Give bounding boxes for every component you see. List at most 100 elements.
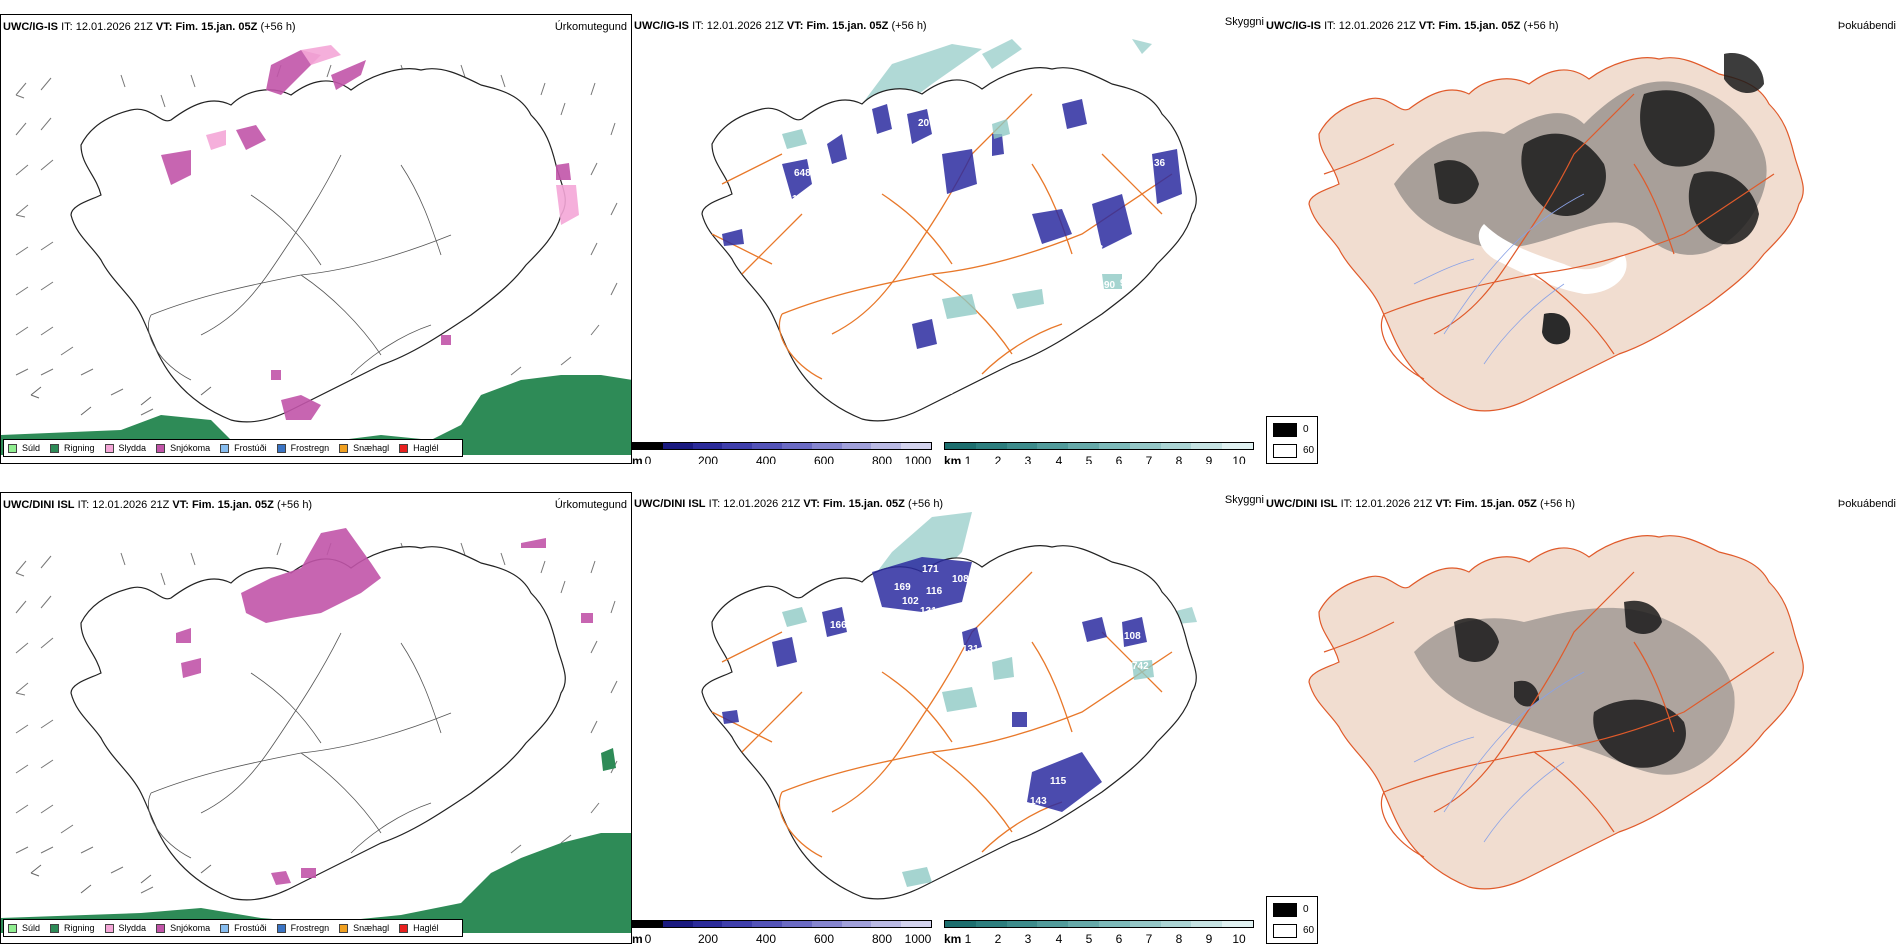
legend-item: Frostúði (220, 443, 267, 453)
legend-swatch (339, 923, 349, 933)
cloud-value-label: 131 (920, 606, 937, 617)
fog-panel-bottom: UWC/DINI ISL IT: 12.01.2026 21Z VT: Fim.… (1264, 492, 1900, 944)
cloud-value-label: 171 (922, 564, 939, 575)
colorbar-tick: 8 (1175, 932, 1183, 944)
colorbar-unit: km (944, 932, 962, 944)
cloud-value-labels: 169 171 116 102 131 108 166 188 115 143 … (707, 564, 1149, 807)
model-name: UWC/DINI ISL (634, 498, 706, 510)
colorbar-cell (811, 443, 842, 449)
colorbar-cell (722, 443, 753, 449)
colorbar-tick: 9 (1205, 932, 1213, 944)
legend-item: Snjókoma (156, 923, 210, 933)
legend-item: Frostregn (276, 923, 330, 933)
colorbar-cell (1191, 443, 1223, 449)
panel-title: UWC/IG-IS IT: 12.01.2026 21Z VT: Fim. 15… (1266, 20, 1559, 32)
lead-time: (+56 h) (1523, 20, 1559, 32)
legend-swatch (104, 923, 114, 933)
colorbar-tick: 200 (697, 454, 719, 464)
colorbar-tick: 0 (644, 932, 652, 944)
colorbar-tick: 600 (813, 454, 835, 464)
panel-label: Þokuábendi (1837, 20, 1896, 32)
legend-swatch (104, 443, 114, 453)
panel-title: UWC/IG-IS IT: 12.01.2026 21Z VT: Fim. 15… (634, 20, 927, 32)
cloud-base-areas (722, 99, 1182, 349)
vt-label: VT: (172, 499, 189, 511)
legend-label: Snæhagl (353, 443, 390, 453)
legend-swatch (156, 443, 166, 453)
colorbar-cell (841, 921, 872, 927)
vt-value: Fim. 15.jan. 05Z (806, 20, 889, 32)
legend-label: Rigning (64, 443, 95, 453)
colorbar-cell (901, 921, 931, 927)
fog-legend-swatch (1273, 924, 1297, 938)
visibility-area (862, 512, 1197, 624)
roads (148, 154, 452, 381)
it-label: IT: (692, 20, 704, 32)
colorbar-cell (975, 443, 1007, 449)
cloud-value-label: 115 (1050, 776, 1067, 787)
lead-time: (+56 h) (276, 499, 313, 511)
legend-label: Frostregn (290, 443, 330, 453)
cloud-value-label: 30 (707, 261, 719, 272)
it-label: IT: (77, 499, 90, 511)
rivers (1413, 193, 1585, 365)
cloud-value-label: 116 (926, 586, 943, 597)
roads (148, 632, 452, 859)
cloud-value-label: 90 (1104, 280, 1116, 291)
colorbar-tick: 800 (871, 932, 893, 944)
it-label: IT: (61, 21, 73, 33)
legend-item: Snjókoma (156, 443, 210, 453)
colorbar-cell (1068, 921, 1099, 927)
colorbar-cell (975, 921, 1007, 927)
colorbar-tick: 1 (964, 454, 972, 464)
colorbar-tick: 10 (1232, 932, 1246, 944)
vt-label: VT: (1435, 498, 1452, 510)
cloud-value-label: 24 (897, 729, 909, 740)
cloud-value-label: 248 (878, 134, 895, 145)
legend-item: Slydda (104, 923, 146, 933)
colorbar-cell (1129, 443, 1161, 449)
vt-value: Fim. 15.jan. 05Z (1438, 20, 1521, 32)
colorbar-cell (1098, 443, 1130, 449)
model-name: UWC/DINI ISL (1266, 498, 1338, 510)
colorbar-tick: 10 (1232, 454, 1246, 464)
it-value: 12.01.2026 21Z (723, 498, 801, 510)
legend-swatch (156, 923, 166, 933)
panel-title: UWC/DINI ISL IT: 12.01.2026 21Z VT: Fim.… (634, 498, 943, 510)
legend-label: Frostregn (290, 923, 330, 933)
vt-value: Fim. 15.jan. 05Z (822, 498, 905, 510)
colorbar-tick: 2 (994, 932, 1002, 944)
cloud-value-label: 159 (937, 386, 954, 397)
panel-title: UWC/DINI ISL IT: 12.01.2026 21Z VT: Fim.… (1266, 498, 1575, 510)
legend-label: Rigning (64, 923, 95, 933)
legend-swatch (399, 923, 409, 933)
colorbar-cell (1068, 443, 1099, 449)
legend-swatch (220, 923, 230, 933)
colorbar-tick: 4 (1055, 454, 1063, 464)
colorbar-tick: 1000 (904, 454, 932, 464)
vt-value: Fim. 15.jan. 05Z (175, 21, 258, 33)
iceland-outline (701, 545, 1197, 900)
fog-legend-swatch (1273, 423, 1297, 437)
fog-legend-label: 60 (1303, 925, 1315, 936)
iceland-outline (701, 67, 1197, 422)
cloud-value-label: 108 (952, 574, 969, 585)
colorbar-cell (1098, 921, 1130, 927)
cloud-value-label: 143 (1030, 796, 1047, 807)
cloud-value-label: 22 (962, 241, 974, 252)
it-label: IT: (708, 498, 721, 510)
colorbar-cell (781, 921, 812, 927)
fog-legend-label: 0 (1303, 424, 1309, 435)
cloud-value-label: 18 (1122, 254, 1134, 265)
visibility-colorbar: km 1 2 3 4 5 6 7 8 9 10 (944, 918, 1264, 944)
legend-item: Snæhagl (339, 923, 389, 933)
fog-panel-top: UWC/IG-IS IT: 12.01.2026 21Z VT: Fim. 15… (1264, 14, 1900, 464)
cloud-value-label: 113 (792, 194, 809, 205)
colorbar-cell (945, 921, 976, 927)
fog-map (1308, 53, 1804, 412)
it-value: 12.01.2026 21Z (75, 21, 153, 33)
vt-label: VT: (803, 498, 820, 510)
cloud-value-label: 37 (707, 742, 719, 753)
precip-legend: Súld Rigning Slydda Snjókoma Frostúði Fr… (3, 919, 463, 937)
cloud-panel-bottom: UWC/DINI ISL IT: 12.01.2026 21Z VT: Fim.… (632, 492, 1264, 944)
